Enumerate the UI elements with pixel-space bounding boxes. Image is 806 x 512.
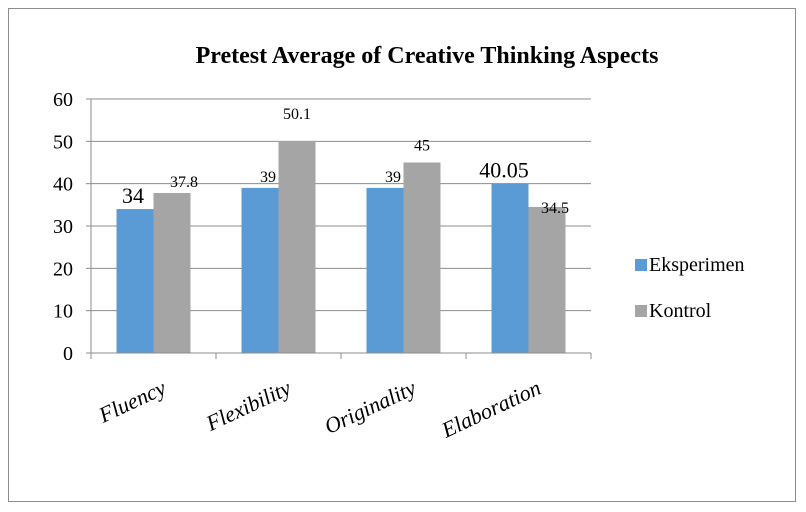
y-tick-label: 40	[53, 174, 73, 196]
bar-kontrol-originality	[403, 162, 441, 353]
legend-label-kontrol: Kontrol	[649, 300, 712, 322]
y-tick-label: 10	[53, 301, 73, 323]
x-category-label: Flexibility	[201, 375, 295, 436]
y-tick-label: 50	[53, 131, 73, 153]
data-label: 39	[260, 169, 276, 186]
y-tick-label: 0	[63, 343, 73, 365]
bar-eksperimen-fluency	[116, 209, 154, 353]
data-label: 50.1	[283, 106, 311, 123]
x-category-label: Originality	[320, 375, 419, 439]
y-tick-label: 20	[53, 258, 73, 280]
data-label: 34.5	[541, 200, 569, 217]
bar-eksperimen-flexibility	[241, 187, 279, 353]
x-category-label: Elaboration	[437, 375, 545, 443]
data-label: 34	[122, 183, 144, 208]
bar-eksperimen-elaboration	[491, 183, 529, 353]
data-label: 40.05	[479, 157, 529, 182]
legend-label-eksperimen: Eksperimen	[649, 254, 745, 276]
data-label: 39	[385, 169, 401, 186]
y-tick-label: 60	[53, 89, 73, 111]
x-category-label: Fluency	[94, 375, 170, 428]
legend-swatch-eksperimen	[635, 259, 647, 271]
data-label: 45	[414, 138, 430, 155]
bar-kontrol-elaboration	[528, 206, 566, 353]
bar-kontrol-fluency	[153, 192, 191, 353]
bar-eksperimen-originality	[366, 187, 404, 353]
data-label: 37.8	[170, 174, 198, 191]
chart-title: Pretest Average of Creative Thinking Asp…	[196, 43, 659, 69]
legend-swatch-kontrol	[635, 305, 647, 317]
y-tick-label: 30	[53, 216, 73, 238]
chart-frame: Pretest Average of Creative Thinking Asp…	[8, 8, 796, 502]
bar-kontrol-flexibility	[278, 140, 316, 353]
bar-chart: Pretest Average of Creative Thinking Asp…	[53, 43, 745, 443]
